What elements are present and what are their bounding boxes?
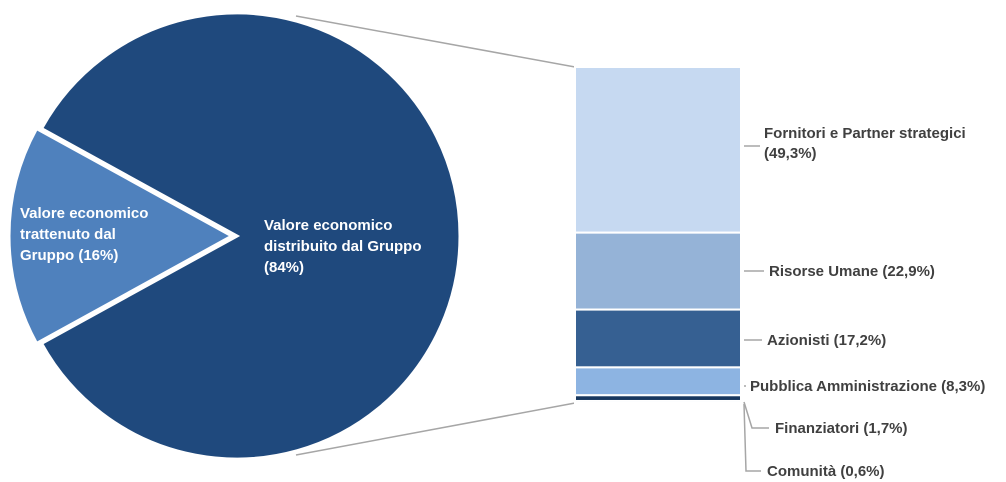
pie-slice-valore-economico-trattenuto-dal-gruppo: [7, 126, 236, 346]
pie-label-valore-economico-distribuito-dal-gruppo: Valore economico distribuito dal Gruppo (8…: [264, 217, 422, 276]
bar-segment-fornitori-e-partner-strategici: [574, 66, 742, 234]
pie-label-valore-economico-trattenuto-dal-gruppo: Valore economico trattenuto dal Gruppo (16…: [20, 205, 148, 264]
pie-slice-valore-economico-distribuito-dal-gruppo: [39, 11, 462, 461]
bar-label-azionisti: Azionisti (17,2%): [767, 332, 886, 349]
bar-label-fornitori-e-partner-strategici: Fornitori e Partner strategici (49,3%): [764, 125, 966, 162]
pie-labels: Valore economico distribuito dal Gruppo (8…: [20, 205, 422, 276]
bar-label-finanziatori: Finanziatori (1,7%): [775, 420, 908, 437]
bar-labels: Fornitori e Partner strategici (49,3%) Ris…: [750, 125, 985, 480]
bar-segment-pubblica-amministrazione: [574, 366, 742, 397]
pie: [7, 11, 462, 461]
connector-top: [295, 15, 576, 68]
bar-segment-azionisti: [574, 308, 742, 369]
bar-segment-risorse-umane: [574, 231, 742, 311]
pie-bar-connectors: [295, 15, 576, 456]
bar-leader-lines: [743, 145, 769, 472]
leader-finanziatori: [743, 401, 769, 429]
bar-segment-comunita: [574, 399, 742, 405]
bar-label-risorse-umane: Risorse Umane (22,9%): [769, 263, 935, 280]
leader-comunita: [743, 403, 761, 472]
bar-label-comunita: Comunità (0,6%): [767, 463, 885, 480]
connector-bottom: [295, 402, 576, 456]
stacked-bar: [574, 66, 742, 405]
bar-label-pubblica-amministrazione: Pubblica Amministrazione (8,3%): [750, 378, 985, 395]
